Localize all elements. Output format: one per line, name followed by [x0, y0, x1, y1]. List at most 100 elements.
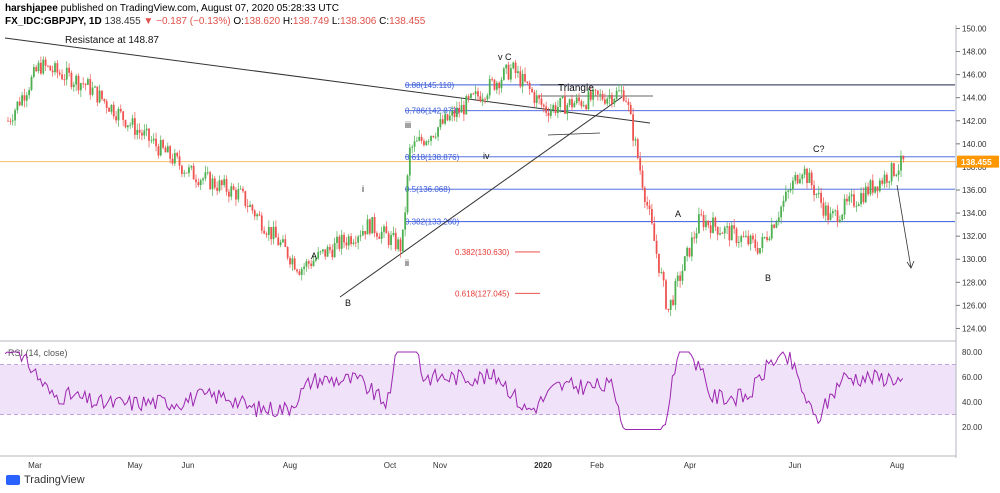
candle-body: [824, 205, 827, 216]
candle-body: [63, 79, 66, 81]
candle-body: [256, 214, 258, 217]
candle-body: [813, 185, 815, 195]
candle-body: [267, 226, 270, 235]
candle-body: [119, 108, 122, 112]
price-tick-label: 136.00: [962, 186, 987, 195]
candle-body: [164, 147, 167, 153]
candle-body: [484, 98, 486, 100]
candle-body: [690, 237, 693, 257]
wave-label: iv: [483, 151, 490, 161]
symbol-label[interactable]: FX_IDC:GBPJPY, 1D: [5, 16, 102, 27]
candle-body: [834, 210, 837, 212]
candle-body: [502, 68, 505, 80]
candle-body: [340, 234, 343, 249]
candle-body: [714, 217, 717, 227]
candle-body: [860, 193, 862, 205]
candle-body: [79, 83, 82, 91]
candle-body: [235, 189, 237, 200]
candle-body: [683, 256, 686, 271]
candle-body: [573, 103, 576, 108]
candle-body: [96, 86, 99, 103]
candle-body: [333, 243, 336, 258]
candle-body: [615, 90, 618, 99]
candle-body: [507, 64, 510, 80]
candle-body: [669, 299, 672, 310]
candle-body: [89, 79, 92, 95]
candle-body: [237, 189, 240, 200]
candle-body: [676, 275, 679, 281]
wave-annotations: Resistance at 148.87v CTriangleiiiiviiiA…: [65, 35, 825, 308]
candle-body: [399, 239, 402, 252]
time-tick-label: Mar: [28, 461, 42, 470]
candle-body: [629, 104, 632, 115]
price-change: ▼ −0.187 (−0.13%): [143, 16, 231, 27]
candle-body: [56, 63, 59, 73]
time-tick-label: Jun: [182, 461, 195, 470]
candle-body: [124, 120, 127, 128]
candle-body: [822, 202, 825, 216]
rsi-tick-label: 20.00: [962, 423, 983, 432]
high-label: H:: [282, 16, 293, 27]
candle-body: [270, 226, 273, 240]
candle-body: [599, 93, 602, 95]
candle-body: [787, 190, 790, 192]
support-trendline: [339, 96, 623, 298]
time-tick-label: Aug: [283, 461, 297, 470]
publisher-user[interactable]: harshjapee: [5, 3, 58, 14]
candle-body: [853, 194, 855, 207]
candle-body: [303, 266, 305, 269]
candle-body: [188, 167, 190, 174]
candle-body: [646, 202, 649, 206]
candle-body: [357, 236, 360, 243]
candle-body: [211, 178, 214, 190]
candle-body: [117, 108, 120, 121]
candle-body: [322, 249, 324, 252]
candle-body: [404, 212, 407, 230]
candle-body: [430, 135, 432, 141]
price-tick-label: 128.00: [962, 278, 987, 287]
candle-body: [895, 174, 898, 176]
candle-body: [693, 237, 696, 239]
candle-body: [568, 99, 571, 105]
candle-body: [347, 236, 350, 246]
wave-label: Resistance at 148.87: [65, 35, 159, 46]
candle-body: [611, 95, 613, 104]
candle-body: [152, 138, 155, 141]
candle-body: [84, 83, 87, 85]
fib-label: 0.786(142.873): [405, 107, 460, 116]
candle-body: [768, 238, 771, 241]
candle-body: [521, 73, 524, 87]
candle-body: [331, 249, 334, 258]
candle-body: [204, 172, 207, 179]
candle-body: [777, 217, 780, 222]
candle-body: [761, 237, 764, 249]
candle-body: [176, 152, 179, 157]
candle-body: [606, 98, 609, 104]
tradingview-logo[interactable]: TradingView: [6, 474, 85, 486]
rsi-line: [4, 351, 904, 430]
candle-body: [369, 219, 371, 234]
candle-body: [70, 72, 73, 88]
candle-body: [284, 239, 287, 248]
candle-body: [585, 105, 587, 110]
candle-body: [272, 226, 275, 240]
candle-body: [655, 240, 658, 254]
candle-body: [437, 127, 439, 137]
candle-body: [578, 97, 580, 102]
candle-body: [890, 163, 893, 182]
candle-body: [91, 87, 94, 95]
candle-body: [376, 232, 378, 237]
candle-body: [77, 75, 80, 91]
price-tick-label: 124.00: [962, 324, 987, 333]
rsi-indicator: RSI (14, close): [0, 348, 956, 430]
candle-body: [94, 86, 96, 88]
candle-body: [688, 247, 691, 257]
candle-body: [571, 99, 573, 108]
candle-body: [632, 114, 634, 141]
candle-body: [608, 95, 611, 99]
candle-body: [686, 247, 689, 257]
candle-body: [897, 170, 900, 175]
candle-body: [65, 67, 68, 80]
candle-body: [902, 155, 905, 160]
